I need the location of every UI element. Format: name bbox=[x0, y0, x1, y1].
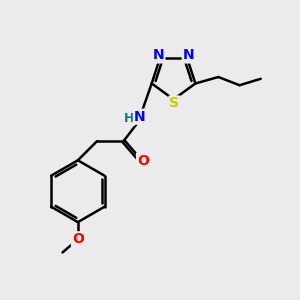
Text: O: O bbox=[137, 154, 149, 168]
Text: H: H bbox=[124, 112, 134, 125]
Text: N: N bbox=[183, 49, 194, 62]
Text: S: S bbox=[169, 97, 179, 110]
Text: O: O bbox=[72, 232, 84, 246]
Text: N: N bbox=[153, 49, 164, 62]
Text: N: N bbox=[134, 110, 146, 124]
